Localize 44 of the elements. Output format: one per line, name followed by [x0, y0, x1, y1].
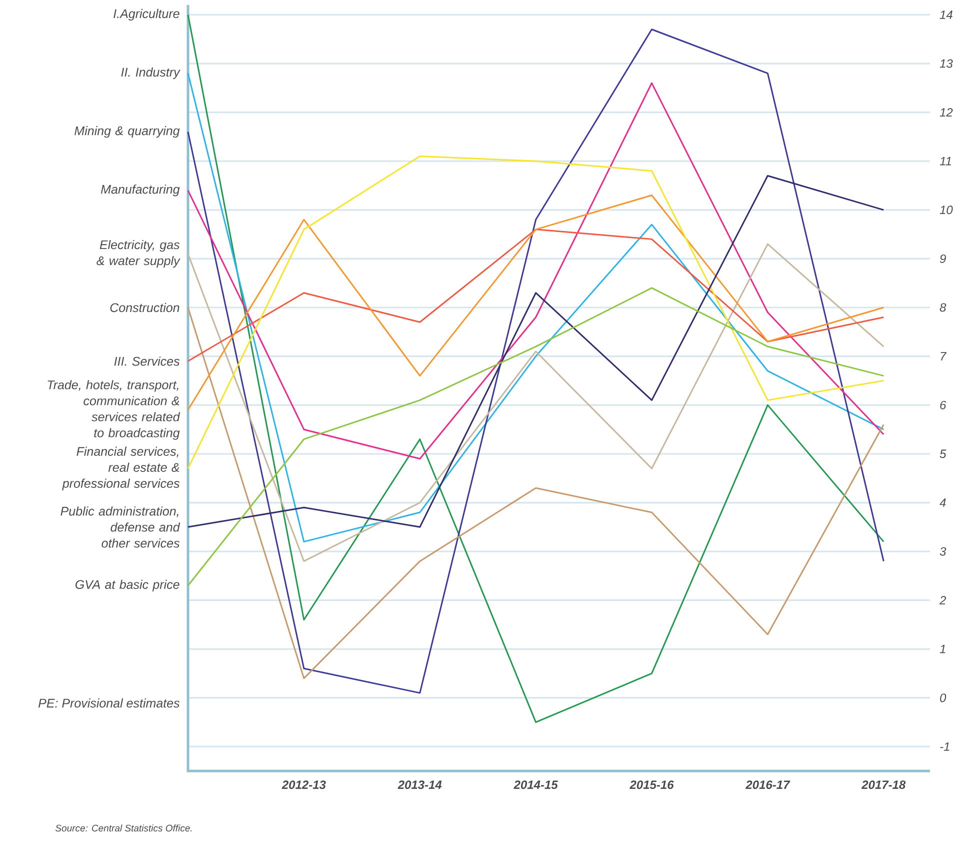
y-tick-label: 9: [940, 254, 946, 263]
line-series: [187, 194, 884, 411]
y-tick-label: 12: [940, 108, 953, 117]
x-tick-label: 2014-15: [514, 780, 558, 790]
x-tick-label: 2013-14: [398, 780, 442, 790]
y-tick-label: 6: [940, 400, 946, 410]
source-note: Source: Central Statistics Office.: [55, 824, 192, 832]
y-tick-label: 0: [940, 694, 946, 702]
line-series: [187, 228, 884, 362]
line-series: [187, 82, 884, 460]
y-tick-label: 4: [940, 498, 946, 507]
series-label: Trade, hotels, transport, communication & services related to broadcasting: [48, 380, 180, 440]
line-series: [187, 306, 884, 680]
series-label: Construction: [110, 302, 180, 312]
line-series: [187, 72, 884, 542]
y-tick-label: 11: [940, 157, 951, 166]
line-series: [187, 287, 884, 586]
y-tick-label: 5: [940, 450, 946, 458]
y-tick-label: 7: [940, 352, 947, 360]
series-label: Manufacturing: [100, 184, 180, 196]
x-tick-label: 2015-16: [630, 780, 674, 790]
y-tick-label: -1: [940, 742, 950, 751]
series-label: II. Industry: [121, 67, 180, 80]
y-tick-label: 3: [940, 547, 946, 556]
y-tick-label: 1: [940, 644, 946, 654]
y-tick-label: 8: [940, 303, 946, 312]
y-tick-label: 13: [940, 59, 953, 68]
line-series: [187, 243, 884, 562]
x-tick-label: 2012-13: [282, 780, 326, 790]
series-label: III. Services: [114, 356, 180, 366]
line-series: [187, 175, 884, 528]
y-tick-label: 14: [940, 10, 952, 19]
series-label: I.Agriculture: [114, 8, 180, 21]
y-tick-label: 10: [940, 206, 953, 214]
series-label: Electricity, gas & water supply: [96, 240, 180, 268]
y-tick-label: 2: [939, 596, 946, 604]
series-label: GVA at basic price: [76, 580, 180, 592]
line-series: [187, 155, 884, 470]
series-label: Public administration, defense and other services: [60, 506, 180, 548]
series-label: Mining & quarrying: [74, 126, 180, 138]
series-label: Financial services, real estate & professional services: [62, 446, 180, 490]
x-tick-label: 2016-17: [745, 780, 790, 790]
x-tick-label: 2017-18: [861, 780, 906, 790]
text: PE: Provisional estimates: [38, 698, 180, 708]
